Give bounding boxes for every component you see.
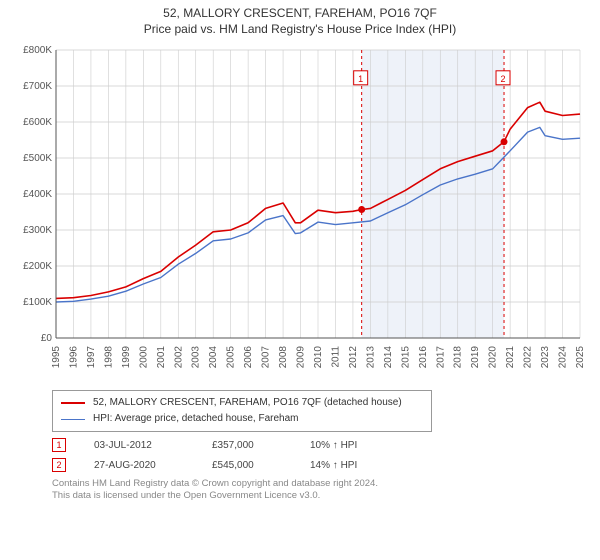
svg-text:2018: 2018 [453,346,464,369]
svg-text:2011: 2011 [330,346,341,368]
sale-row: 1 03-JUL-2012 £357,000 10% ↑ HPI [52,438,580,452]
legend-red-label: 52, MALLORY CRESCENT, FAREHAM, PO16 7QF … [93,395,402,411]
legend: 52, MALLORY CRESCENT, FAREHAM, PO16 7QF … [52,390,432,432]
price-chart: £0 £100K £200K £300K £400K £500K £600K £700K £80… [10,44,590,384]
footer: Contains HM Land Registry data © Crown c… [52,478,580,503]
sale-date: 27-AUG-2020 [94,460,184,471]
svg-text:2015: 2015 [400,346,411,369]
svg-text:1996: 1996 [68,346,79,369]
svg-text:2009: 2009 [296,346,307,369]
sale-marker-icon: 1 [52,438,66,452]
sale-diff: 14% ↑ HPI [310,460,400,471]
sale-list: 1 03-JUL-2012 £357,000 10% ↑ HPI 2 27-AU… [52,438,580,472]
svg-text:£800K: £800K [23,45,52,56]
svg-text:1998: 1998 [103,346,114,369]
footer-line2: This data is licensed under the Open Gov… [52,490,580,502]
svg-text:2003: 2003 [191,346,202,369]
legend-row-blue: HPI: Average price, detached house, Fare… [61,411,423,427]
svg-text:2016: 2016 [418,346,429,369]
svg-text:2019: 2019 [470,346,481,369]
svg-text:2010: 2010 [313,346,324,369]
sale-marker-icon: 2 [52,458,66,472]
svg-text:1999: 1999 [121,346,132,369]
svg-text:2006: 2006 [243,346,254,369]
svg-text:1997: 1997 [86,346,97,369]
page-title: 52, MALLORY CRESCENT, FAREHAM, PO16 7QF [10,6,590,20]
svg-text:2020: 2020 [488,346,499,369]
page-subtitle: Price paid vs. HM Land Registry's House … [10,22,590,36]
legend-blue-label: HPI: Average price, detached house, Fare… [93,411,299,427]
svg-text:2025: 2025 [575,346,586,369]
svg-text:£500K: £500K [23,153,52,164]
svg-text:£200K: £200K [23,261,52,272]
sale-price: £545,000 [212,460,282,471]
footer-line1: Contains HM Land Registry data © Crown c… [52,478,580,490]
svg-text:2022: 2022 [523,346,534,369]
sale-diff: 10% ↑ HPI [310,440,400,451]
svg-text:£0: £0 [41,333,53,344]
chart-container: 52, MALLORY CRESCENT, FAREHAM, PO16 7QF … [0,0,600,509]
svg-text:2000: 2000 [138,346,149,369]
svg-text:£100K: £100K [23,297,52,308]
svg-text:2013: 2013 [365,346,376,369]
svg-text:1995: 1995 [51,346,62,369]
svg-text:2012: 2012 [348,346,359,369]
svg-text:2014: 2014 [383,346,394,369]
svg-text:2024: 2024 [558,346,569,369]
sale-marker-num: 2 [56,461,61,470]
sale-date: 03-JUL-2012 [94,440,184,451]
chart-svg: £0 £100K £200K £300K £400K £500K £600K £700K £80… [10,44,590,384]
svg-text:2023: 2023 [540,346,551,369]
svg-text:2007: 2007 [261,346,272,369]
svg-text:2: 2 [501,74,506,84]
sale-price: £357,000 [212,440,282,451]
sale-row: 2 27-AUG-2020 £545,000 14% ↑ HPI [52,458,580,472]
legend-swatch-blue-icon [61,419,85,420]
svg-text:£600K: £600K [23,117,52,128]
svg-text:1: 1 [358,74,363,84]
svg-text:£400K: £400K [23,189,52,200]
svg-text:2004: 2004 [208,346,219,369]
svg-text:£300K: £300K [23,225,52,236]
legend-swatch-red-icon [61,402,85,404]
svg-text:2002: 2002 [173,346,184,369]
sale-marker-num: 1 [56,441,61,450]
svg-text:2008: 2008 [278,346,289,369]
legend-row-red: 52, MALLORY CRESCENT, FAREHAM, PO16 7QF … [61,395,423,411]
svg-text:2005: 2005 [226,346,237,369]
svg-text:2001: 2001 [156,346,167,369]
svg-text:2021: 2021 [505,346,516,369]
svg-text:2017: 2017 [435,346,446,369]
svg-text:£700K: £700K [23,81,52,92]
